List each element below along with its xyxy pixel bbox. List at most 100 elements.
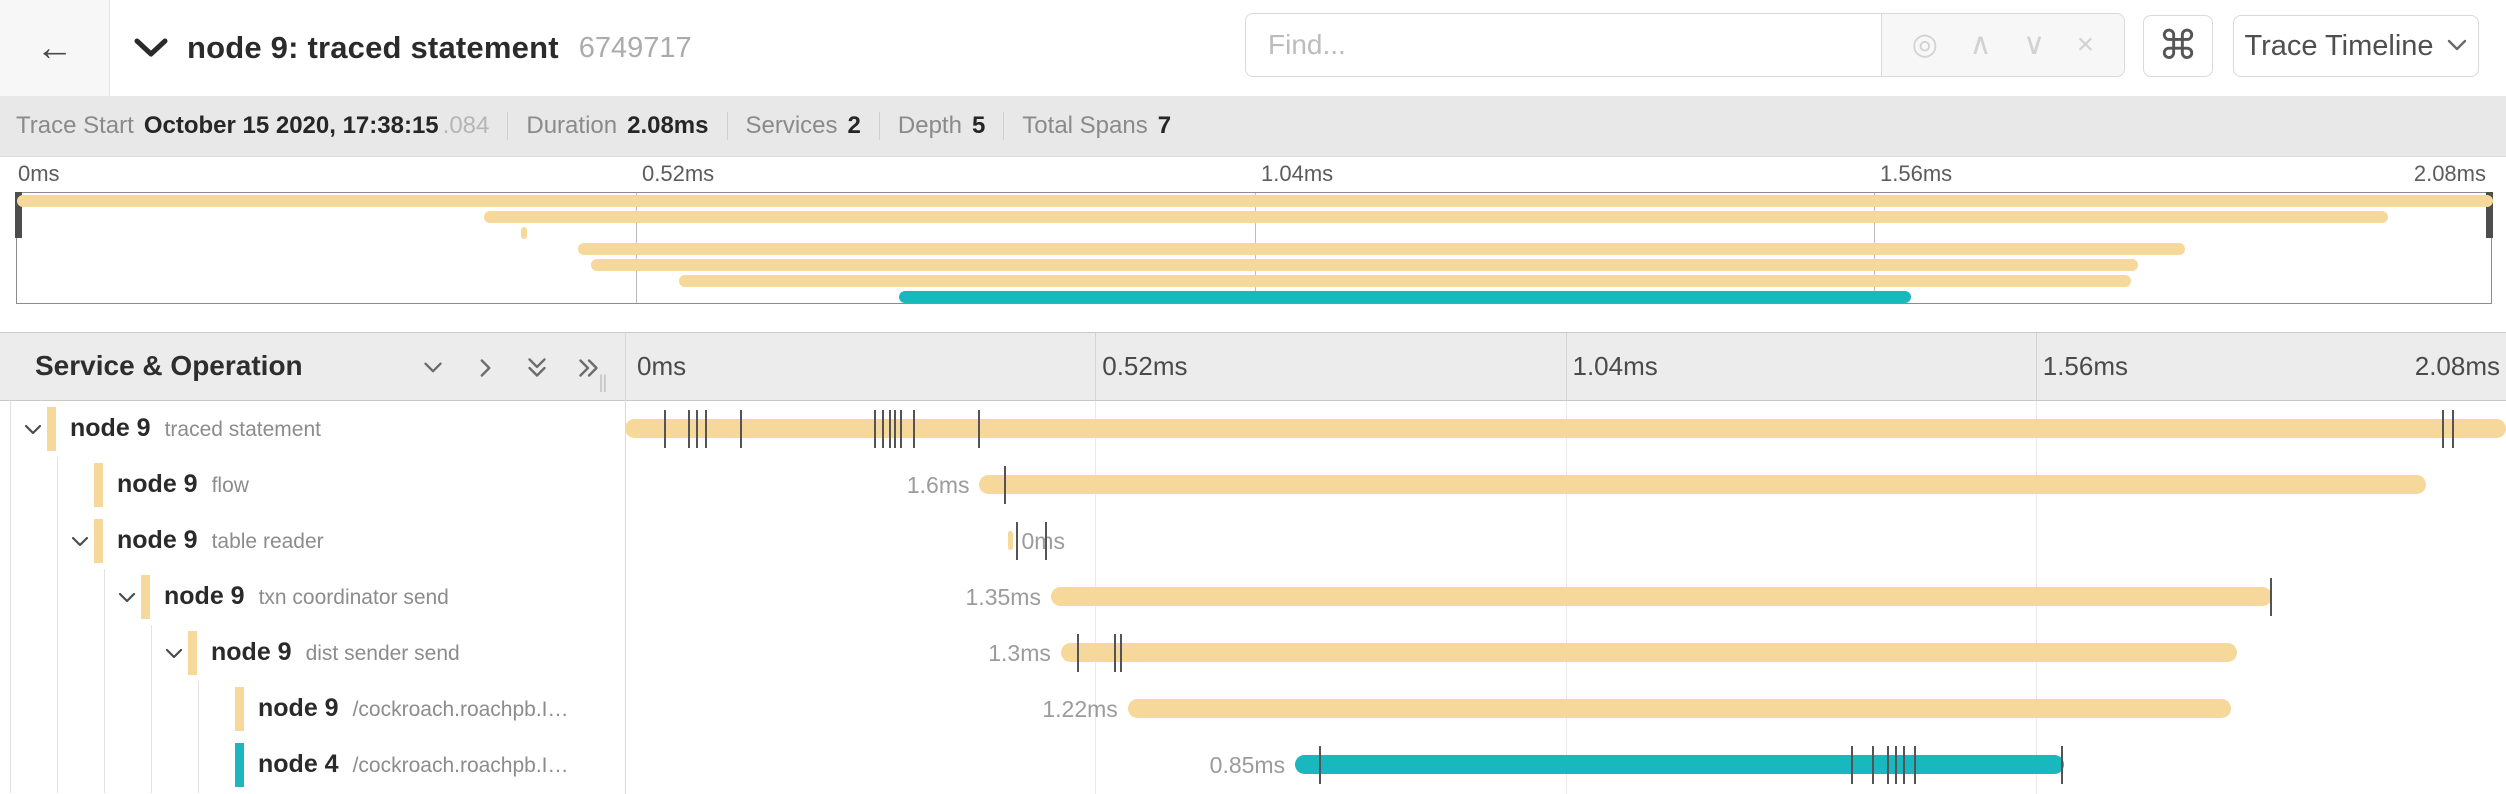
span-tree-cell[interactable]: node 9 txn coordinator send: [0, 569, 625, 625]
summary-value: 7: [1157, 112, 1172, 139]
minimap-span-bar: [678, 275, 2132, 287]
view-selector-button[interactable]: Trace Timeline: [2233, 15, 2479, 77]
span-tree-cell[interactable]: node 9/cockroach.roachpb.I…: [0, 681, 625, 737]
clear-find-icon[interactable]: ×: [2076, 28, 2095, 61]
span-log-tick: [1003, 466, 1006, 504]
span-log-tick: [874, 410, 877, 448]
service-name: node 9/cockroach.roachpb.I…: [258, 694, 569, 722]
match-locate-icon[interactable]: ◎: [1911, 28, 1938, 61]
span-collapse-chevron-icon[interactable]: [20, 417, 46, 443]
span-track: 1.35ms: [625, 569, 2506, 625]
span-collapse-chevron-icon[interactable]: [67, 529, 93, 555]
next-match-icon[interactable]: ∨: [2023, 28, 2046, 61]
span-log-tick: [1887, 746, 1890, 784]
prev-match-icon[interactable]: ∧: [1969, 28, 1992, 61]
column-divider: [625, 332, 626, 794]
indent-guide: [57, 681, 58, 737]
span-log-tick: [688, 410, 691, 448]
expand-all-icon[interactable]: [574, 353, 604, 383]
summary-label: Trace Start: [16, 112, 134, 139]
span-bar[interactable]: [1050, 587, 2272, 606]
title-group: node 9: traced statement 6749717: [133, 0, 692, 96]
span-tree-cell[interactable]: node 9 dist sender send: [0, 625, 625, 681]
span-log-tick: [881, 410, 884, 448]
view-selector-label: Trace Timeline: [2244, 29, 2434, 62]
summary-value: 2.08ms: [627, 112, 709, 139]
expand-one-icon[interactable]: [470, 353, 500, 383]
summary-value: 5: [971, 112, 986, 139]
summary-item: Services 2: [746, 112, 861, 140]
operation-name: table reader: [211, 530, 324, 553]
collapse-one-icon[interactable]: [418, 353, 448, 383]
span-bar[interactable]: [1060, 643, 2237, 662]
service-color-bar: [235, 687, 244, 731]
service-color-bar: [94, 519, 103, 563]
command-icon: ⌘: [2158, 24, 2198, 68]
service-color-bar: [47, 407, 56, 451]
summary-item: Duration 2.08ms: [526, 112, 708, 140]
span-log-tick: [663, 410, 666, 448]
summary-label: Depth: [897, 112, 962, 139]
chevron-down-icon: [2446, 37, 2468, 56]
axis-tick-label: 1.56ms: [1880, 161, 1953, 186]
span-log-tick: [2060, 746, 2063, 784]
indent-guide: [198, 681, 199, 737]
back-arrow-icon[interactable]: ←: [35, 27, 74, 69]
minimap-span-bar: [483, 211, 2389, 223]
keyboard-shortcuts-button[interactable]: ⌘: [2143, 15, 2213, 77]
span-row[interactable]: node 9 flow 1.6ms: [0, 457, 2506, 513]
span-tree-cell[interactable]: node 9 flow: [0, 457, 625, 513]
timeline-axis: 0ms 0.52ms 1.04ms 1.56ms 2.08ms: [625, 333, 2506, 402]
span-log-tick: [2269, 578, 2272, 616]
collapse-header-chevron-icon[interactable]: [133, 36, 169, 60]
summary-divider: [507, 112, 509, 140]
span-row[interactable]: node 9 txn coordinator send 1.35ms: [0, 569, 2506, 625]
find-input[interactable]: [1245, 13, 1881, 77]
service-operation-header: Service & Operation: [35, 350, 303, 381]
span-bar[interactable]: [1007, 531, 1013, 550]
span-bar[interactable]: [1295, 755, 2064, 774]
indent-guide: [57, 569, 58, 625]
summary-value: October 15 2020, 17:38:15: [143, 112, 439, 139]
service-name: node 9 traced statement: [70, 414, 321, 442]
span-bar[interactable]: [979, 475, 2427, 494]
span-collapse-chevron-icon[interactable]: [161, 641, 187, 667]
span-tree-cell[interactable]: node 9 traced statement: [0, 401, 625, 457]
span-log-tick: [1902, 746, 1905, 784]
minimap-viewport[interactable]: [15, 192, 2493, 304]
service-name: node 4/cockroach.roachpb.I…: [258, 750, 569, 778]
indent-guide: [10, 457, 11, 513]
span-log-tick: [2441, 410, 2444, 448]
span-track: 1.3ms: [625, 625, 2506, 681]
span-track: 1.22ms: [625, 681, 2506, 737]
minimap-left-scrubber-handle[interactable]: [15, 192, 22, 238]
collapse-all-icon[interactable]: [522, 353, 552, 383]
span-log-tick: [696, 410, 699, 448]
span-tree-cell[interactable]: node 9 table reader: [0, 513, 625, 569]
span-duration-label: 0.85ms: [1209, 752, 1286, 778]
span-row[interactable]: node 9 traced statement: [0, 401, 2506, 457]
span-collapse-chevron-icon[interactable]: [114, 585, 140, 611]
column-resize-handle[interactable]: ‖: [598, 371, 610, 398]
axis-tick-label: 0.52ms: [1102, 351, 1188, 381]
span-duration-label: 1.6ms: [906, 472, 970, 498]
timeline-header: Service & Operation ‖ 0ms 0.52ms 1.04ms 1.5…: [0, 332, 2506, 401]
span-row[interactable]: node 9 table reader 0ms: [0, 513, 2506, 569]
summary-label: Total Spans: [1022, 112, 1148, 139]
indent-guide: [104, 625, 105, 681]
span-row[interactable]: node 9/cockroach.roachpb.I… 1.22ms: [0, 681, 2506, 737]
span-row[interactable]: node 4/cockroach.roachpb.I… 0.85ms: [0, 737, 2506, 793]
summary-item: Total Spans 7: [1022, 112, 1171, 140]
span-bar[interactable]: [1127, 699, 2232, 718]
axis-gridline: [1565, 333, 1567, 400]
span-tree-cell[interactable]: node 4/cockroach.roachpb.I…: [0, 737, 625, 793]
span-bar[interactable]: [625, 419, 2506, 438]
minimap-right-scrubber-handle[interactable]: [2486, 192, 2493, 238]
span-track: 0ms: [625, 513, 2506, 569]
axis-tick-label: 0ms: [637, 351, 687, 381]
back-button-area: ←: [0, 0, 110, 96]
span-log-tick: [1895, 746, 1898, 784]
trace-summary-bar: Trace Start October 15 2020, 17:38:15.084…: [0, 96, 2506, 157]
span-row[interactable]: node 9 dist sender send 1.3ms: [0, 625, 2506, 681]
